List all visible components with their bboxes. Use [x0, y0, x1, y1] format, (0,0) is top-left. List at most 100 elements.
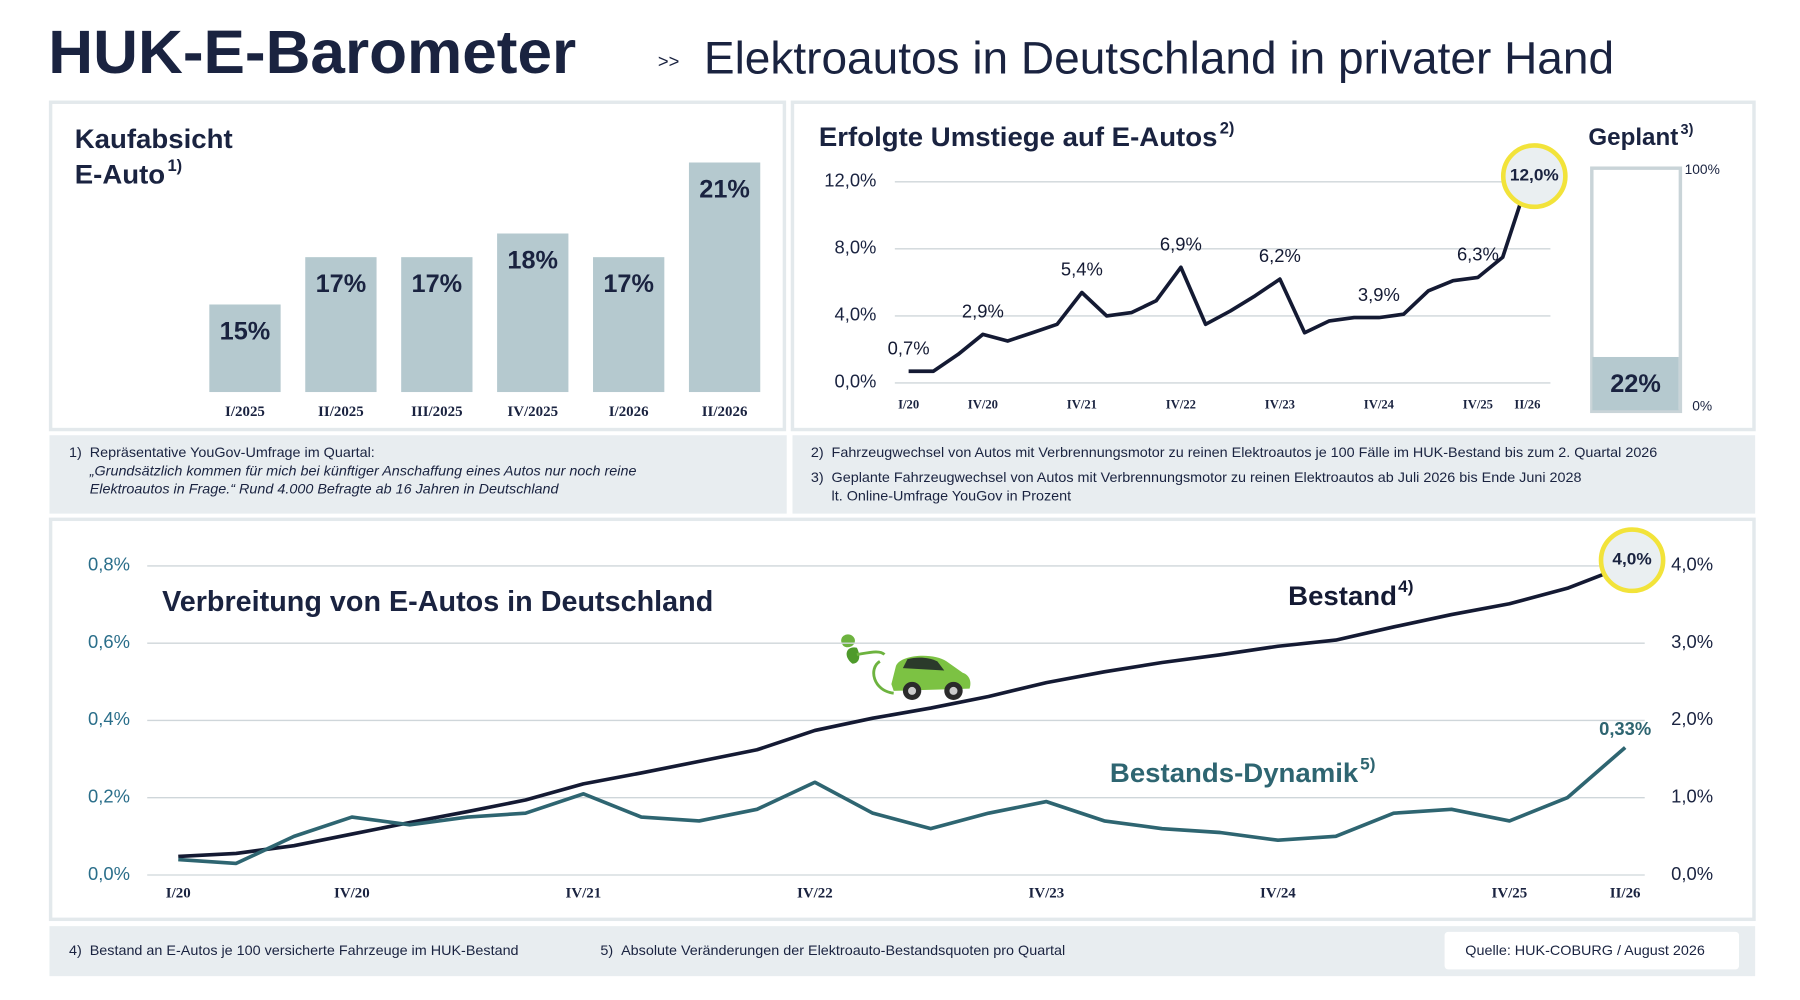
- value-label: 18%: [507, 247, 558, 275]
- title-note: 2): [1220, 119, 1235, 137]
- y2-tick-label: 0,0%: [1671, 863, 1713, 884]
- value-label: 21%: [699, 176, 750, 204]
- value-label: 3,9%: [1358, 284, 1400, 305]
- value-label: 6,9%: [1160, 234, 1202, 255]
- source: Quelle: HUK-COBURG / August 2026: [1465, 943, 1705, 959]
- footnote-text: „Grundsätzlich kommen für mich bei künft…: [89, 463, 637, 479]
- bar: [497, 233, 569, 393]
- x-tick-label: II/2025: [318, 404, 364, 420]
- footnote-marker: 1): [69, 445, 82, 461]
- footnote-text: Bestand an E-Autos je 100 versicherte Fa…: [90, 943, 519, 959]
- highlight-circle: [1500, 143, 1568, 210]
- x-tick-label: IV/23: [1265, 398, 1295, 412]
- footnote-text: lt. Online-Umfrage YouGov in Prozent: [832, 488, 1072, 504]
- value-label: 5,4%: [1061, 259, 1103, 280]
- line-series: [908, 181, 1530, 374]
- chart-title: Erfolgte Umstiege auf E-Autos: [819, 121, 1218, 152]
- footnote-text: Fahrzeugwechsel von Autos mit Verbrennun…: [832, 445, 1658, 461]
- series-label: Bestand: [1288, 580, 1397, 611]
- footnote-marker: 4): [69, 943, 82, 959]
- value-label: 22%: [1610, 370, 1661, 398]
- x-tick-label: II/26: [1514, 398, 1540, 412]
- bar: [305, 257, 377, 393]
- line-series: [178, 746, 1627, 866]
- footnote-text: Geplante Fahrzeugwechsel von Autos mit V…: [832, 470, 1582, 486]
- x-tick-label: I/20: [166, 886, 191, 902]
- x-tick-label: IV/24: [1260, 886, 1296, 902]
- y-tick-label: 100%: [1685, 162, 1720, 177]
- panel: [48, 517, 1756, 922]
- bar: [401, 257, 473, 393]
- x-tick-label: IV/20: [968, 398, 998, 412]
- bar: [209, 304, 281, 393]
- x-tick-label: IV/2025: [507, 404, 558, 420]
- footnote-band: [49, 435, 787, 514]
- source-box: [1444, 931, 1740, 970]
- x-tick-label: III/2025: [411, 404, 463, 420]
- title-note: 1): [167, 157, 182, 175]
- y2-tick-label: 4,0%: [1671, 554, 1713, 575]
- bar: [593, 257, 665, 393]
- value-label: 17%: [316, 270, 367, 298]
- y-tick-label: 0,2%: [88, 786, 130, 807]
- value-label: 6,3%: [1457, 244, 1499, 265]
- car-icon: [841, 634, 971, 700]
- x-tick-label: IV/21: [1067, 398, 1097, 412]
- y-tick-label: 0,6%: [88, 631, 130, 652]
- y-tick-label: 0%: [1692, 398, 1712, 413]
- footnote-text: Absolute Veränderungen der Elektroauto-B…: [621, 943, 1065, 959]
- y2-tick-label: 3,0%: [1671, 631, 1713, 652]
- chart-title: Geplant: [1588, 124, 1678, 151]
- bar: [688, 162, 761, 393]
- series-label: Bestands-Dynamik: [1110, 757, 1359, 788]
- value-label: 12,0%: [1510, 165, 1559, 185]
- y2-tick-label: 1,0%: [1671, 786, 1713, 807]
- highlight-circle: [1598, 527, 1666, 594]
- value-label: 17%: [412, 270, 463, 298]
- x-tick-label: IV/22: [1166, 398, 1196, 412]
- y-tick-label: 0,4%: [88, 708, 130, 729]
- x-tick-label: I/2026: [609, 404, 649, 420]
- chart-title: E-Auto: [75, 158, 165, 189]
- value-label: 15%: [220, 318, 271, 346]
- line-series: [178, 564, 1626, 859]
- x-tick-label: IV/25: [1492, 886, 1528, 902]
- value-label: 6,2%: [1259, 245, 1301, 266]
- header-title: HUK-E-Barometer: [48, 18, 576, 87]
- y-tick-label: 8,0%: [834, 237, 876, 258]
- x-tick-label: IV/21: [566, 886, 602, 902]
- value-label: 17%: [603, 270, 654, 298]
- footnote-band: [792, 435, 1756, 514]
- series-note: 5): [1360, 753, 1375, 773]
- y-tick-label: 0,8%: [88, 554, 130, 575]
- footnote-marker: 5): [600, 943, 613, 959]
- x-tick-label: I/2025: [225, 404, 265, 420]
- y2-tick-label: 2,0%: [1671, 708, 1713, 729]
- x-tick-label: IV/25: [1463, 398, 1493, 412]
- chart-title: Kaufabsicht: [75, 123, 233, 154]
- value-label: 0,33%: [1599, 718, 1651, 739]
- chart-title: Verbreitung von E-Autos in Deutschland: [162, 586, 713, 618]
- x-tick-label: IV/24: [1364, 398, 1395, 412]
- x-tick-label: IV/22: [797, 886, 833, 902]
- bar: [1592, 356, 1679, 411]
- x-tick-label: IV/20: [334, 886, 370, 902]
- value-label: 2,9%: [962, 301, 1004, 322]
- title-note: 3): [1681, 122, 1694, 138]
- y-tick-label: 0,0%: [834, 371, 876, 392]
- value-label: 0,7%: [888, 338, 930, 359]
- y-tick-label: 4,0%: [834, 304, 876, 325]
- y-tick-label: 12,0%: [824, 170, 876, 191]
- x-tick-label: II/2026: [702, 404, 748, 420]
- y-tick-label: 0,0%: [88, 863, 130, 884]
- x-tick-label: II/26: [1610, 886, 1641, 902]
- x-tick-label: I/20: [898, 398, 919, 412]
- series-note: 4): [1398, 576, 1413, 596]
- footnote-marker: 2): [811, 445, 824, 461]
- footnote-text: Repräsentative YouGov-Umfrage im Quartal…: [90, 445, 375, 461]
- header-subtitle: Elektroautos in Deutschland in privater …: [704, 33, 1614, 84]
- footnote-marker: 3): [811, 470, 824, 486]
- header-separator: >>: [658, 50, 679, 71]
- footnote-text: Elektroautos in Frage.“ Rund 4.000 Befra…: [90, 482, 560, 498]
